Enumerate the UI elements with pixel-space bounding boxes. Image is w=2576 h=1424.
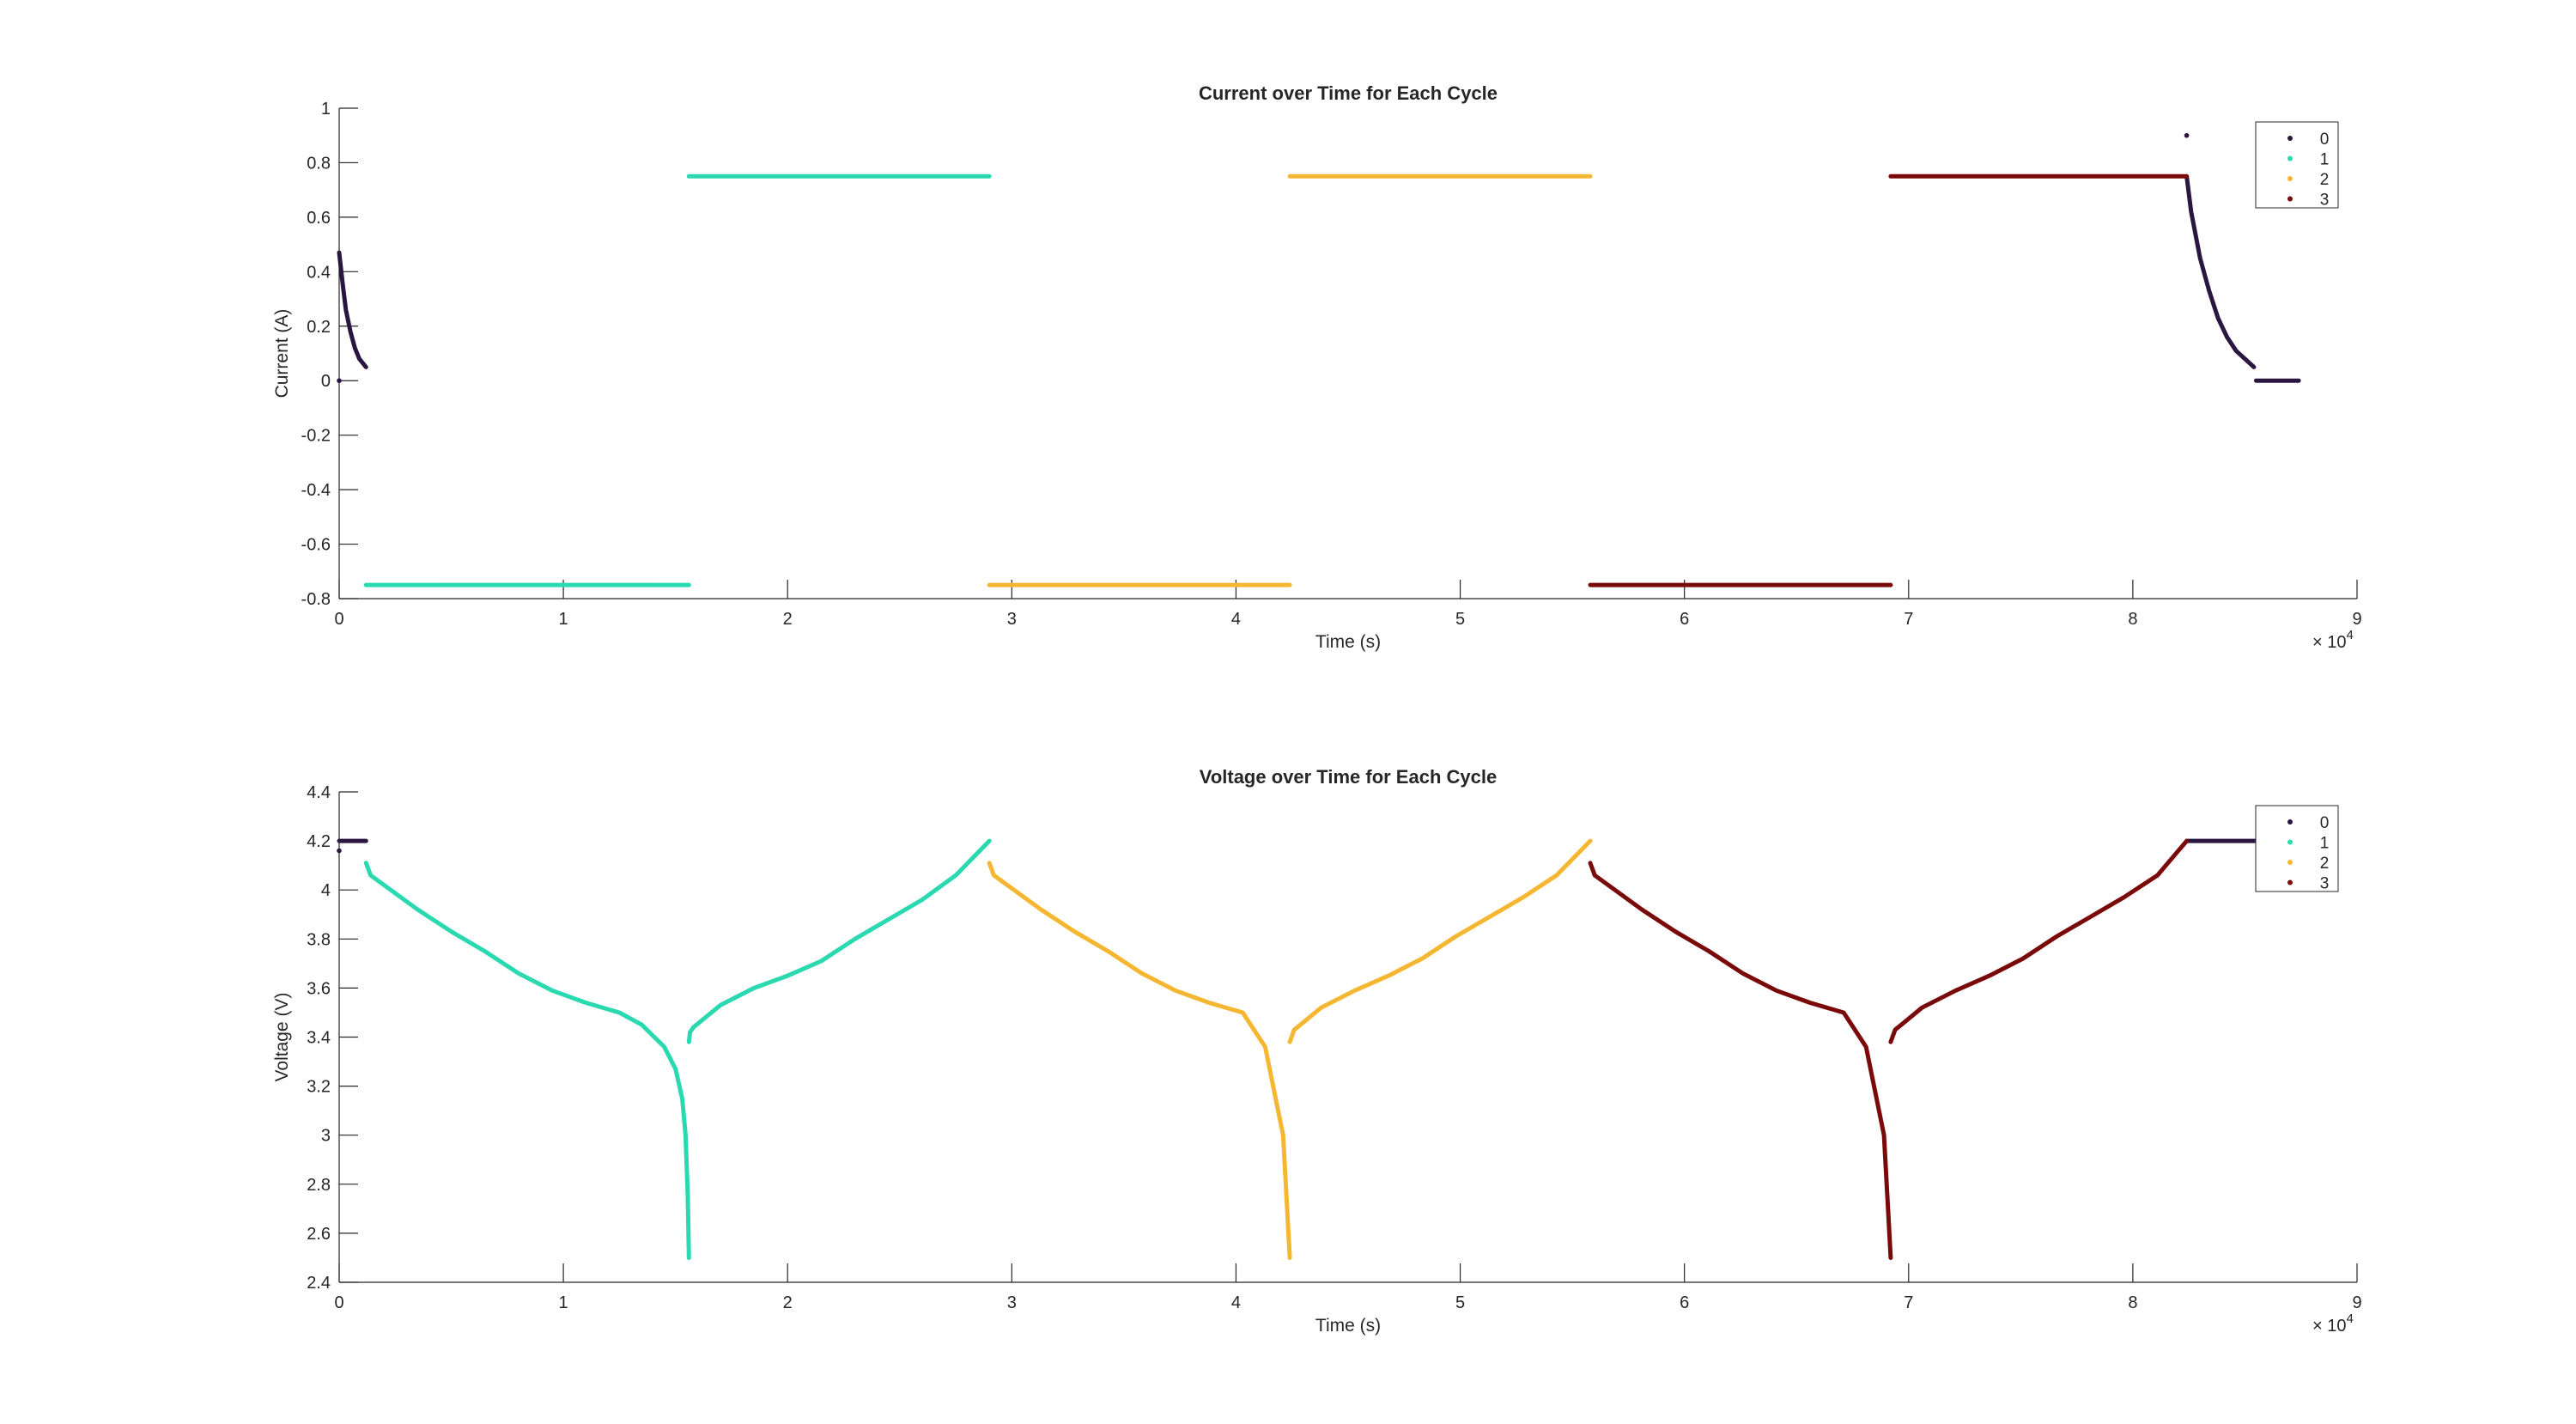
y-axis-label: Current (A): [272, 309, 292, 399]
y-tick-label: 0: [321, 372, 331, 391]
legend-label: 0: [2320, 131, 2330, 149]
series-2-segment: [987, 861, 1292, 1260]
x-exponent-label: × 104: [2312, 1311, 2354, 1336]
legend: 0 1 2 3: [2255, 805, 2339, 893]
x-tick-label: 5: [1455, 610, 1465, 629]
x-tick-label: 6: [1680, 1293, 1689, 1312]
chart-title: Voltage over Time for Each Cycle: [1200, 766, 1497, 788]
y-tick-label: 3.4: [307, 1029, 331, 1048]
y-tick-label: 3: [321, 1127, 331, 1146]
x-tick-label: 7: [1904, 1293, 1913, 1312]
series-3-segment: [1588, 861, 1893, 1260]
y-tick-label: 2.8: [307, 1176, 331, 1195]
x-exponent-power: 4: [2346, 628, 2353, 642]
series-0-point: [337, 378, 342, 384]
series-3-segment: [1888, 838, 2190, 1044]
legend-marker: [2287, 136, 2293, 141]
legend-marker: [2287, 879, 2293, 885]
legend-marker: [2287, 155, 2293, 161]
x-tick-label: 5: [1455, 1293, 1465, 1312]
x-tick-label: 7: [1904, 610, 1913, 629]
y-axis-label: Voltage (V): [272, 993, 292, 1082]
y-tick-label: 2.4: [307, 1274, 331, 1293]
x-tick-label: 0: [334, 1293, 343, 1312]
legend-marker: [2287, 860, 2293, 865]
legend-marker: [2287, 196, 2293, 202]
legend-label: 2: [2320, 171, 2330, 189]
chart-title: Current over Time for Each Cycle: [1199, 82, 1498, 104]
legend-marker: [2287, 176, 2293, 181]
x-exponent-base: × 10: [2312, 633, 2346, 652]
legend-label: 0: [2320, 814, 2330, 832]
legend-label: 2: [2320, 855, 2330, 873]
x-tick-label: 4: [1231, 1293, 1241, 1312]
x-tick-label: 9: [2352, 1293, 2361, 1312]
y-tick-label: -0.6: [301, 536, 331, 555]
series-2: [987, 173, 1593, 587]
x-exponent-label: × 104: [2312, 628, 2354, 652]
legend-marker: [2287, 819, 2293, 825]
series-1: [363, 838, 992, 1260]
series-2-segment: [1287, 838, 1593, 1044]
legend-label: 1: [2320, 151, 2330, 169]
y-tick-label: 1: [321, 100, 331, 119]
series-3: [1588, 173, 2190, 587]
series-0: [337, 838, 2259, 854]
x-tick-label: 8: [2128, 1293, 2137, 1312]
y-tick-label: 3.6: [307, 979, 331, 998]
y-tick-label: 3.8: [307, 930, 331, 949]
legend: 0 1 2 3: [2255, 121, 2339, 210]
chart-1: 0 1 2 3 4 5 6 7 8 9 2.4 2.6 2.8 3 3.2 3.4 3.6 3.8 4 4.2 4.4 V…: [272, 766, 2362, 1336]
y-tick-label: 3.2: [307, 1078, 331, 1097]
legend-label: 1: [2320, 835, 2330, 853]
x-exponent-base: × 10: [2312, 1317, 2346, 1336]
series-0-segment: [2184, 173, 2257, 369]
x-tick-label: 8: [2128, 610, 2137, 629]
x-tick-label: 6: [1680, 610, 1689, 629]
series-1: [363, 173, 992, 587]
x-tick-label: 2: [783, 610, 793, 629]
y-tick-label: -0.2: [301, 427, 331, 446]
y-tick-label: 4: [321, 881, 331, 900]
series-0-point: [337, 848, 342, 854]
series-0: [337, 132, 2301, 384]
series-0-segment: [337, 250, 368, 369]
x-tick-label: 1: [559, 610, 568, 629]
x-tick-label: 1: [559, 1293, 568, 1312]
series-1-segment: [363, 861, 691, 1260]
x-tick-label: 3: [1007, 610, 1017, 629]
y-tick-label: 0.4: [307, 263, 331, 282]
legend-label: 3: [2320, 192, 2330, 210]
chart-0: 0 1 2 3 4 5 6 7 8 9 -0.8 -0.6 -0.4 -0.2 0 0.2 0.4 0.6 0.8 1…: [272, 82, 2362, 652]
series-0-point: [2184, 132, 2190, 138]
x-tick-label: 9: [2352, 610, 2361, 629]
y-tick-label: 4.2: [307, 832, 331, 851]
series-3: [1588, 838, 2190, 1260]
legend-marker: [2287, 839, 2293, 845]
x-tick-label: 2: [783, 1293, 793, 1312]
series-2: [987, 838, 1593, 1260]
y-tick-label: -0.4: [301, 481, 331, 500]
x-tick-label: 3: [1007, 1293, 1017, 1312]
y-tick-label: -0.8: [301, 590, 331, 609]
x-axis-label: Time (s): [1315, 632, 1381, 652]
y-tick-label: 0.6: [307, 209, 331, 228]
x-exponent-power: 4: [2346, 1311, 2353, 1326]
legend-box: [2255, 121, 2339, 209]
series-1-segment: [686, 838, 992, 1044]
y-tick-label: 2.6: [307, 1225, 331, 1244]
y-tick-label: 0.8: [307, 154, 331, 173]
y-tick-label: 4.4: [307, 783, 331, 802]
x-axis-label: Time (s): [1315, 1316, 1381, 1336]
legend-label: 3: [2320, 875, 2330, 893]
x-tick-label: 0: [334, 610, 343, 629]
x-tick-label: 4: [1231, 610, 1241, 629]
y-tick-label: 0.2: [307, 318, 331, 337]
legend-box: [2255, 805, 2339, 892]
